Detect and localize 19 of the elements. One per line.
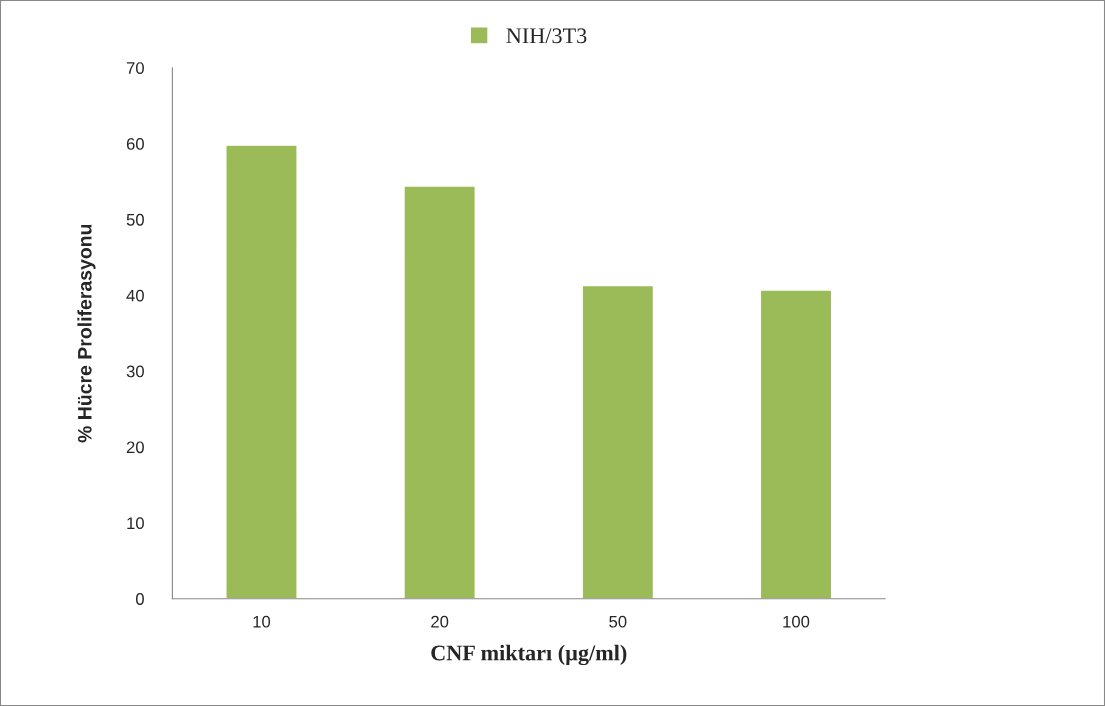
x-tick-label: 10 [253,615,271,628]
y-tick-label: 60 [126,138,144,150]
x-tick-label: 50 [609,615,627,628]
bar [581,284,655,599]
y-tick-label: 40 [126,289,144,302]
x-axis-title: CNF miktarı (µg/ml) [431,644,627,666]
bar [759,289,833,599]
y-tick-label: 0 [135,593,144,605]
bar [403,185,476,599]
y-tick-label: 50 [126,213,144,226]
legend-label: NIH/3T3 [506,28,587,44]
x-tick-label: 100 [783,615,810,628]
y-tick-label: 20 [126,441,144,454]
y-tick-label: 70 [126,62,144,74]
y-tick-label: 30 [126,365,144,378]
y-axis-title: % Hücre Proliferasyonu [77,224,96,443]
y-tick-label: 10 [127,517,144,530]
bar [225,144,298,599]
x-tick-label: 20 [431,615,449,628]
